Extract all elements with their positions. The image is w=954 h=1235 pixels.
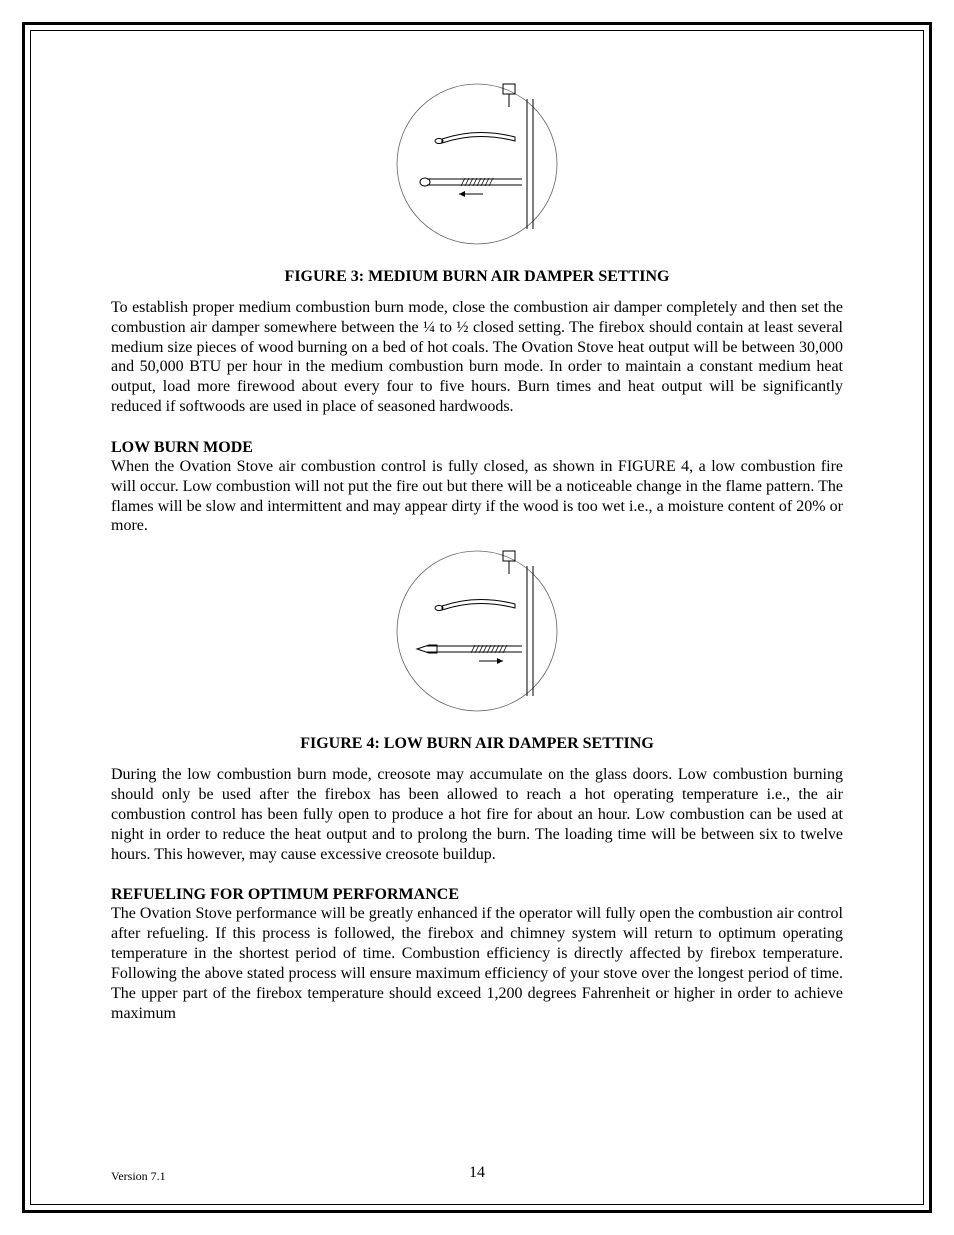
paragraph-medium-burn: To establish proper medium combustion bu… (111, 298, 843, 417)
figure-3-caption: FIGURE 3: MEDIUM BURN AIR DAMPER SETTING (111, 268, 843, 286)
page-footer: Version 7.1 14 (111, 1164, 843, 1184)
figure-4: FIGURE 4: LOW BURN AIR DAMPER SETTING (111, 546, 843, 753)
damper-diagram-low-icon (387, 546, 567, 716)
version-label: Version 7.1 (111, 1169, 166, 1184)
damper-diagram-medium-icon (387, 79, 567, 249)
heading-refueling: REFUELING FOR OPTIMUM PERFORMANCE (111, 886, 843, 904)
figure-3: FIGURE 3: MEDIUM BURN AIR DAMPER SETTING (111, 79, 843, 286)
paragraph-low-burn-intro: When the Ovation Stove air combustion co… (111, 457, 843, 536)
paragraph-refueling: The Ovation Stove performance will be gr… (111, 904, 843, 1023)
page-number: 14 (469, 1164, 485, 1182)
figure-4-caption: FIGURE 4: LOW BURN AIR DAMPER SETTING (111, 735, 843, 753)
heading-low-burn: LOW BURN MODE (111, 439, 843, 457)
paragraph-low-burn-detail: During the low combustion burn mode, cre… (111, 765, 843, 864)
